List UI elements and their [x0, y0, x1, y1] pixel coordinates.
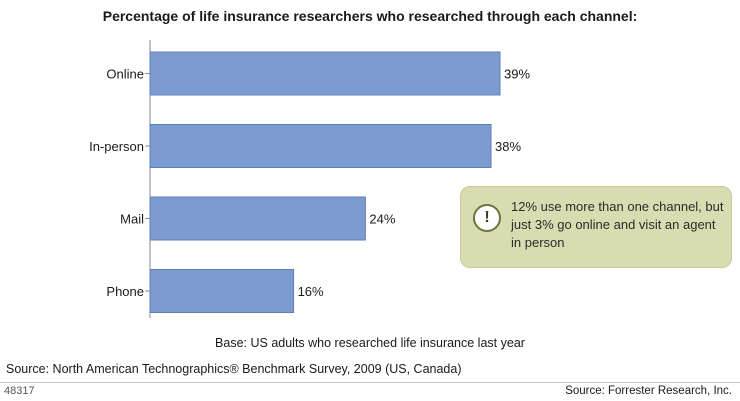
bar-mail [149, 196, 366, 241]
bar-online [149, 51, 501, 96]
callout-text: 12% use more than one channel, but just … [511, 199, 724, 250]
publisher-source: Source: Forrester Research, Inc. [565, 385, 732, 397]
figure-id: 48317 [4, 385, 35, 397]
category-label: Mail [120, 212, 144, 227]
category-label: Online [106, 67, 144, 82]
footer-divider [0, 382, 740, 383]
exclamation-icon: ! [473, 204, 501, 232]
bar-in-person [149, 124, 492, 168]
survey-source: Source: North American Technographics® B… [6, 362, 462, 376]
category-label: In-person [89, 139, 144, 154]
chart-title: Percentage of life insurance researchers… [102, 8, 638, 24]
value-label: 16% [298, 284, 324, 299]
value-label: 39% [504, 67, 530, 82]
value-label: 38% [495, 139, 521, 154]
category-label: Phone [106, 284, 144, 299]
callout-box: ! 12% use more than one channel, but jus… [460, 186, 732, 268]
bar-phone [149, 269, 295, 313]
value-label: 24% [369, 212, 395, 227]
base-note: Base: US adults who researched life insu… [215, 336, 525, 350]
